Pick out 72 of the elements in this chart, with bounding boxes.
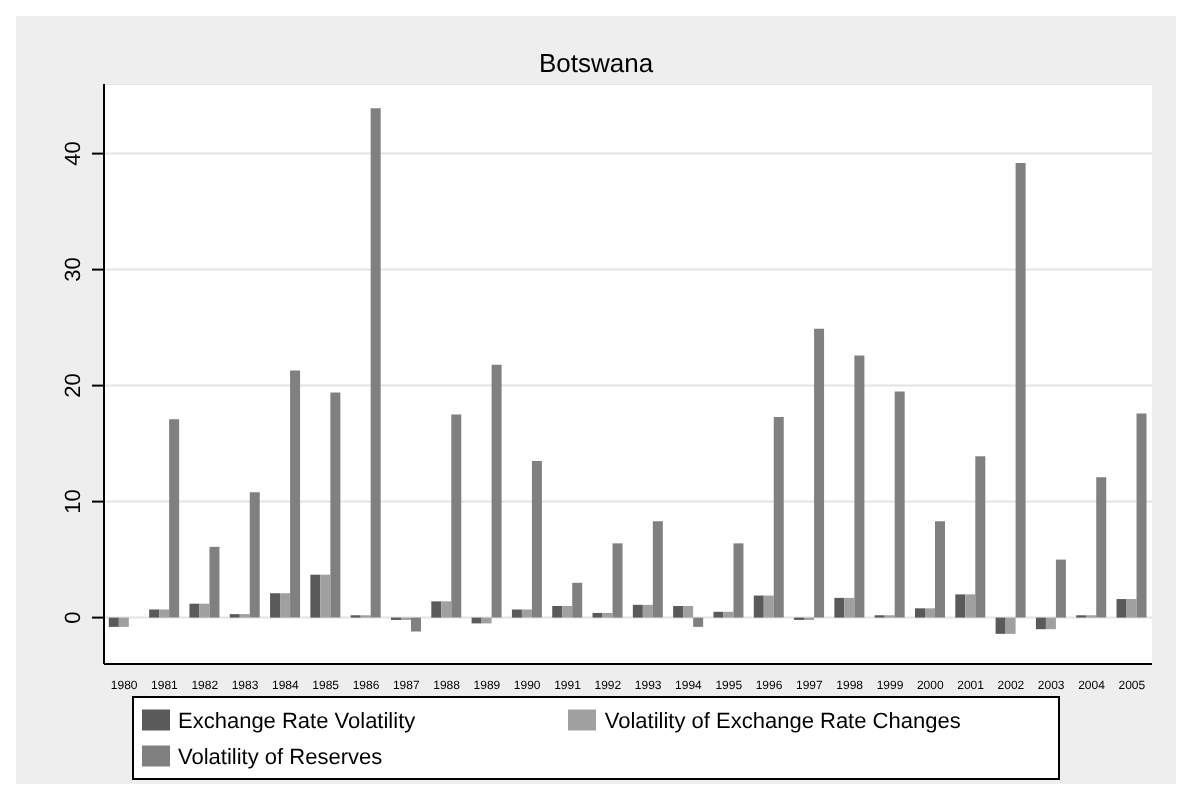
bar [834, 597, 845, 618]
bar [249, 492, 260, 618]
bar [975, 456, 986, 618]
bar [693, 617, 704, 627]
y-tick-label: 20 [62, 373, 86, 398]
bar [844, 597, 855, 618]
bar [914, 608, 925, 618]
legend-label: Exchange Rate Volatility [178, 710, 416, 734]
bar [209, 546, 220, 618]
chart-title: Botswana [536, 46, 656, 82]
bar [673, 606, 684, 618]
bar [753, 595, 764, 618]
bar [370, 108, 381, 618]
bar [270, 593, 281, 618]
y-tick-label: 0 [62, 611, 86, 624]
bar [431, 601, 442, 618]
bar [290, 370, 301, 618]
bar [723, 611, 734, 618]
bar [1136, 413, 1147, 618]
y-tick-label: 30 [62, 257, 86, 282]
bar [1045, 617, 1056, 630]
bar [773, 416, 784, 618]
bar [410, 617, 421, 632]
bar [1126, 599, 1137, 618]
bar [491, 364, 502, 618]
bar [310, 574, 321, 618]
y-tick-label: 40 [62, 141, 86, 166]
bar [159, 609, 170, 618]
bar [1005, 617, 1016, 634]
bar [854, 355, 865, 618]
bar [552, 606, 563, 618]
bar [602, 612, 613, 618]
bar [189, 603, 200, 618]
bar [320, 574, 331, 618]
bar [572, 582, 583, 618]
bar [713, 611, 724, 618]
bar [1035, 617, 1046, 630]
bar [108, 617, 119, 627]
bar [521, 609, 532, 618]
bar [924, 608, 935, 618]
legend-label: Volatility of Reserves [178, 746, 383, 770]
bar [199, 603, 210, 618]
bar [642, 604, 653, 618]
legend-label: Volatility of Exchange Rate Changes [604, 710, 961, 734]
bar [280, 593, 291, 618]
bar [632, 604, 643, 618]
bar [733, 543, 744, 618]
bar [149, 609, 160, 618]
bar [118, 617, 129, 627]
bar [562, 606, 573, 618]
bar [652, 521, 663, 618]
bar [814, 328, 825, 618]
bar [511, 609, 522, 618]
bar [531, 461, 542, 618]
bar [1015, 162, 1026, 618]
y-tick-label: 10 [62, 489, 86, 514]
bar [965, 594, 976, 618]
bar [330, 392, 341, 618]
bar [592, 612, 603, 618]
bar [1055, 559, 1066, 618]
bar [612, 543, 623, 618]
bar [1116, 599, 1127, 618]
bar [894, 391, 905, 618]
bar [169, 419, 180, 618]
bar [683, 606, 694, 618]
bar [995, 617, 1006, 634]
bar [451, 414, 462, 618]
bar [441, 601, 452, 618]
bar [955, 594, 966, 618]
bar [763, 595, 774, 618]
bar [934, 521, 945, 618]
bar [1096, 477, 1107, 618]
